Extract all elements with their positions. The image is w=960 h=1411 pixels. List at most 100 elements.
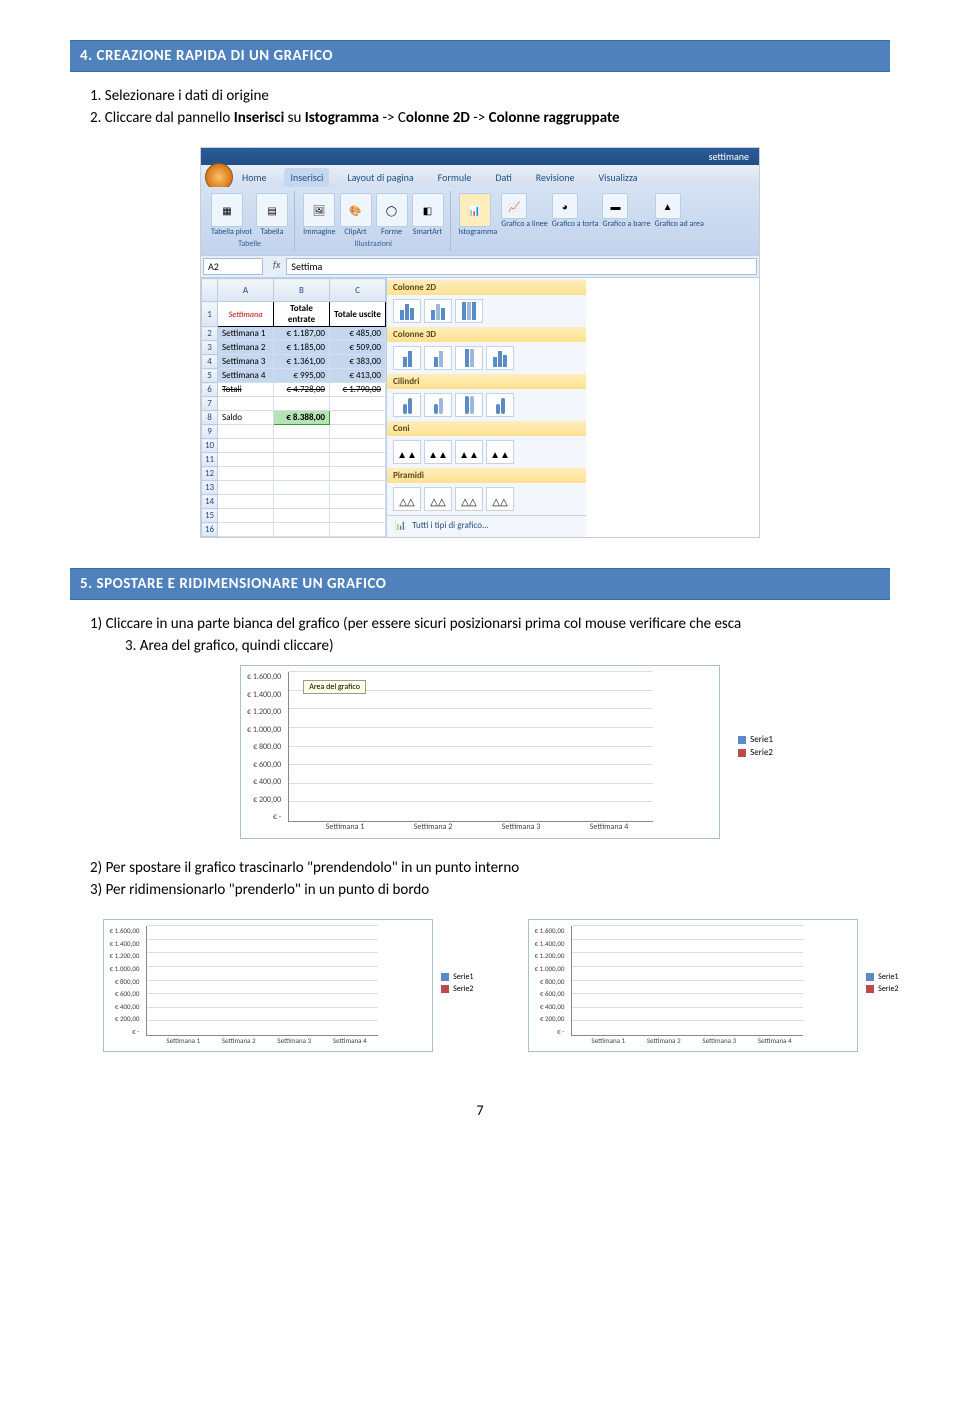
chart-opt-icon	[393, 299, 421, 323]
step-5-1b: 3. Area del grafico, quindi cliccare)	[125, 637, 890, 655]
c: € 1.187,00	[274, 327, 330, 341]
col-a: A	[218, 279, 274, 302]
ribbon-group-tabelle: ▦Tabella pivot ▤Tabella Tabelle	[205, 191, 295, 251]
step-text: Per ridimensionarlo "prenderlo" in un pu…	[106, 881, 430, 899]
col-c: C	[330, 279, 386, 302]
chart-plot: Area del grafico	[288, 672, 653, 822]
t: su	[284, 109, 305, 127]
chart-plot	[146, 926, 377, 1036]
menu-hdr-coni: Coni	[387, 421, 586, 436]
lbl: SmartArt	[412, 227, 444, 237]
all-types-label: Tutti i tipi di grafico...	[412, 520, 489, 531]
legend-sw-1	[738, 736, 746, 744]
step-num: 1.	[90, 87, 101, 105]
row-2d	[387, 295, 586, 327]
chart-opt-icon: △△	[393, 487, 421, 511]
hdr-b: Totale entrate	[274, 302, 330, 327]
lbl: Tabella	[256, 227, 288, 237]
c: € 995,00	[274, 369, 330, 383]
row-cil	[387, 389, 586, 421]
lbl: Grafico a torta	[552, 219, 599, 229]
c: Settimana 3	[218, 355, 274, 369]
caption: Illustrazioni	[303, 239, 443, 249]
menu-footer: 📊 Tutti i tipi di grafico...	[387, 515, 586, 535]
chart-small-2: € -€ 200,00€ 400,00€ 600,00€ 800,00€ 1.0…	[528, 919, 858, 1052]
b: Inserisci	[234, 109, 285, 127]
step-num: 2)	[90, 859, 102, 877]
section-5-heading: 5. SPOSTARE E RIDIMENSIONARE UN GRAFICO	[70, 568, 890, 600]
tab-home: Home	[236, 168, 272, 187]
worksheet: ABC 1SettimanaTotale entrateTotale uscit…	[201, 278, 386, 537]
t: ->	[470, 109, 489, 127]
legend-sw-2	[738, 749, 746, 757]
x-labels: Settimana 1Settimana 2Settimana 3Settima…	[301, 822, 653, 832]
smartart-icon: ◧	[412, 193, 444, 227]
legend-l2: Serie2	[453, 984, 473, 994]
c: € 413,00	[330, 369, 386, 383]
t: , quindi cliccare)	[235, 637, 334, 655]
saldo-val: € 8.388,00	[274, 411, 330, 425]
formula-bar-row: A2 fx Settima	[201, 255, 759, 278]
chart-opt-icon	[393, 346, 421, 370]
step-num: 3.	[125, 637, 136, 655]
step-num: 2.	[90, 109, 101, 127]
page-number: 7	[70, 1102, 890, 1119]
menu-hdr-2d: Colonne 2D	[387, 280, 586, 295]
y-axis: € -€ 200,00€ 400,00€ 600,00€ 800,00€ 1.0…	[535, 926, 568, 1036]
legend-sw-1	[441, 973, 449, 981]
c: € 1.361,00	[274, 355, 330, 369]
istogramma-icon: 📊	[459, 193, 491, 227]
menu-hdr-pir: Piramidi	[387, 468, 586, 483]
step-text: Per spostare il grafico trascinarlo "pre…	[106, 859, 520, 877]
chart-row: € -€ 200,00€ 400,00€ 600,00€ 800,00€ 1.0…	[70, 909, 890, 1072]
step-text: Selezionare i dati di origine	[105, 87, 269, 105]
chart-tooltip: Area del grafico	[303, 680, 366, 694]
image-icon: 🖼	[303, 193, 335, 227]
section-4-heading: 4. CREAZIONE RAPIDA DI UN GRAFICO	[70, 40, 890, 72]
clipart-icon: 🎨	[340, 193, 372, 227]
ribbon-body: ▦Tabella pivot ▤Tabella Tabelle 🖼Immagin…	[201, 187, 759, 255]
legend-sw-2	[866, 985, 874, 993]
chart-small-1: € -€ 200,00€ 400,00€ 600,00€ 800,00€ 1.0…	[103, 919, 433, 1052]
c: Settimana 4	[218, 369, 274, 383]
caption: Tabelle	[211, 239, 288, 249]
step-text: Cliccare in una parte bianca del grafico…	[106, 615, 742, 633]
x-labels: Settimana 1Settimana 2Settimana 3Settima…	[581, 1036, 803, 1045]
legend: Serie1 Serie2	[441, 970, 473, 996]
t: Cliccare dal pannello	[105, 109, 234, 127]
chart-opt-icon	[424, 299, 452, 323]
x-labels: Settimana 1Settimana 2Settimana 3Settima…	[156, 1036, 378, 1045]
row-3d	[387, 342, 586, 374]
b: Area del grafico	[140, 637, 235, 655]
pivot-icon: ▦	[211, 193, 243, 227]
legend-l2: Serie2	[878, 984, 898, 994]
tab-formule: Formule	[432, 168, 478, 187]
chart-main: € -€ 200,00€ 400,00€ 600,00€ 800,00€ 1.0…	[240, 665, 720, 839]
tab-dati: Dati	[489, 168, 517, 187]
menu-hdr-3d: Colonne 3D	[387, 327, 586, 342]
step-5-2: 2) Per spostare il grafico trascinarlo "…	[90, 859, 890, 877]
step-num: 1)	[90, 615, 102, 633]
excel-titlebar: settimane	[201, 148, 759, 165]
b: Colonne raggruppate	[489, 109, 620, 127]
lbl: Grafico a linee	[501, 219, 548, 229]
ribbon-tabs: Home Inserisci Layout di pagina Formule …	[201, 165, 759, 187]
area-chart-icon: ▲	[655, 193, 681, 219]
step-4-1: 1. Selezionare i dati di origine	[90, 87, 890, 105]
tab-inserisci: Inserisci	[284, 168, 329, 187]
step-5-1: 1) Cliccare in una parte bianca del graf…	[90, 615, 890, 633]
all-types-icon: 📊	[395, 520, 406, 531]
c: Settimana 1	[218, 327, 274, 341]
legend-sw-1	[866, 973, 874, 981]
legend-l2: Serie2	[750, 747, 773, 758]
b: olonne 2D	[406, 109, 470, 127]
c: € 485,00	[330, 327, 386, 341]
lbl: Tabella pivot	[211, 227, 252, 237]
hdr-c: Totale uscite	[330, 302, 386, 327]
step-num: 3)	[90, 881, 102, 899]
legend: Serie1 Serie2	[866, 970, 898, 996]
tab-visualizza: Visualizza	[592, 168, 643, 187]
legend-l1: Serie1	[453, 972, 473, 982]
chart-opt-icon: ▲▲	[424, 440, 452, 464]
ribbon-group-grafici: 📊Istogramma 📈Grafico a linee ◕Grafico a …	[453, 191, 710, 251]
